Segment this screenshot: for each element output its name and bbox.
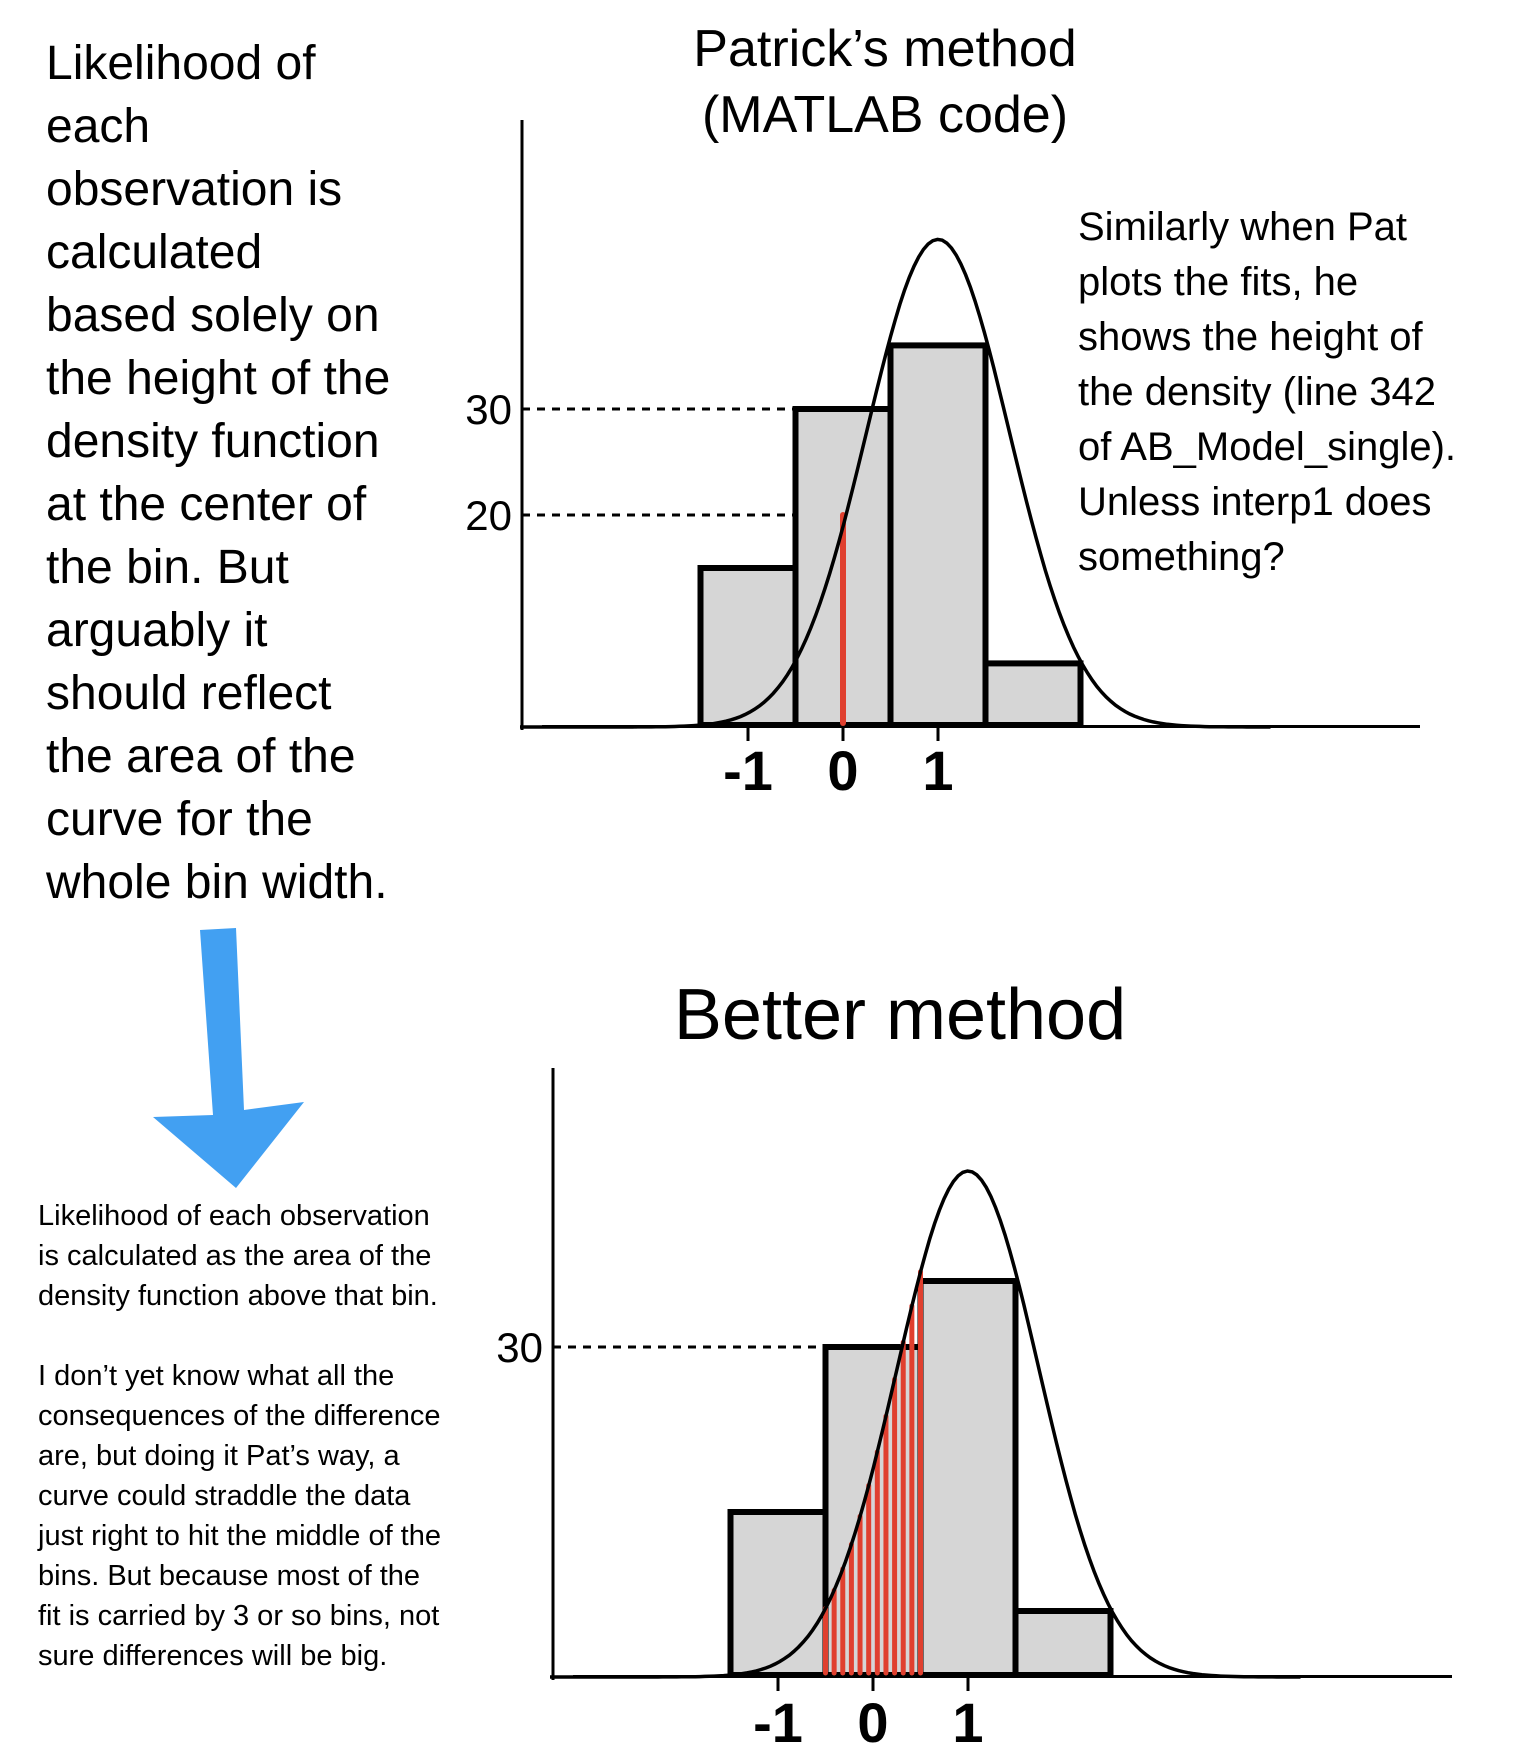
left-explanation-text: Likelihood of each observation is calcul…: [46, 37, 391, 909]
x-tick-label: -1: [723, 739, 773, 802]
histogram-bar: [822, 1344, 924, 1678]
histogram-bar: [887, 342, 989, 728]
histogram-bar: [982, 660, 1084, 729]
down-arrow-icon: [153, 928, 304, 1188]
x-tick-label: 0: [857, 1691, 888, 1752]
reference-line-label: 30: [496, 1324, 543, 1371]
reference-line-label: 30: [465, 386, 512, 433]
bottom-chart-title: Better method: [673, 975, 1127, 1055]
bottom-explanation-text: Likelihood of each observation is calcul…: [38, 1200, 441, 1672]
histogram-bar: [697, 565, 799, 728]
x-tick-label: 1: [952, 1691, 983, 1752]
histogram-bar: [1012, 1608, 1114, 1678]
histogram-bar: [727, 1509, 829, 1678]
x-tick-label: 1: [922, 739, 953, 802]
reference-line-label: 20: [465, 492, 512, 539]
density-curve: [520, 237, 1271, 729]
x-tick-label: 0: [827, 739, 858, 802]
histogram-bar: [917, 1278, 1019, 1678]
density-curve: [550, 1169, 1301, 1679]
top-chart-title: Patrick’s method (MATLAB code): [693, 20, 1077, 144]
x-tick-label: -1: [753, 1691, 803, 1752]
right-explanation-text: Similarly when Pat plots the fits, he sh…: [1078, 205, 1457, 579]
